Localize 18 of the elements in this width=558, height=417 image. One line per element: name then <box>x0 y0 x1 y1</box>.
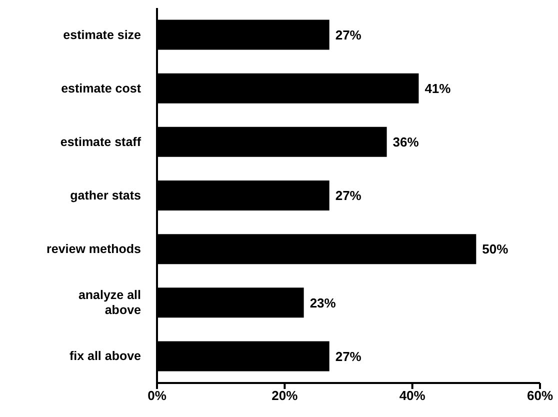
x-tick-label: 60% <box>526 388 554 404</box>
y-tick-label: fix all above <box>69 349 142 364</box>
data-label: 23% <box>310 295 336 310</box>
x-tick-label: 0% <box>148 388 167 404</box>
y-tick-label: analyze all above <box>78 288 142 318</box>
y-tick-label: estimate cost <box>61 81 142 96</box>
data-label: 41% <box>424 80 452 96</box>
y-tick-label: review methods <box>46 242 142 256</box>
data-label: 27% <box>335 348 362 364</box>
data-label: 36% <box>392 134 420 150</box>
y-tick-label: estimate staff <box>60 134 142 149</box>
x-tick-label: 20% <box>272 388 298 404</box>
data-label: 27% <box>335 188 362 204</box>
data-label: 27% <box>335 27 362 42</box>
x-tick-label: 40% <box>399 388 426 404</box>
data-label: 50% <box>482 242 509 257</box>
y-tick-label: estimate size <box>63 28 142 42</box>
y-tick-label: gather stats <box>70 188 142 202</box>
